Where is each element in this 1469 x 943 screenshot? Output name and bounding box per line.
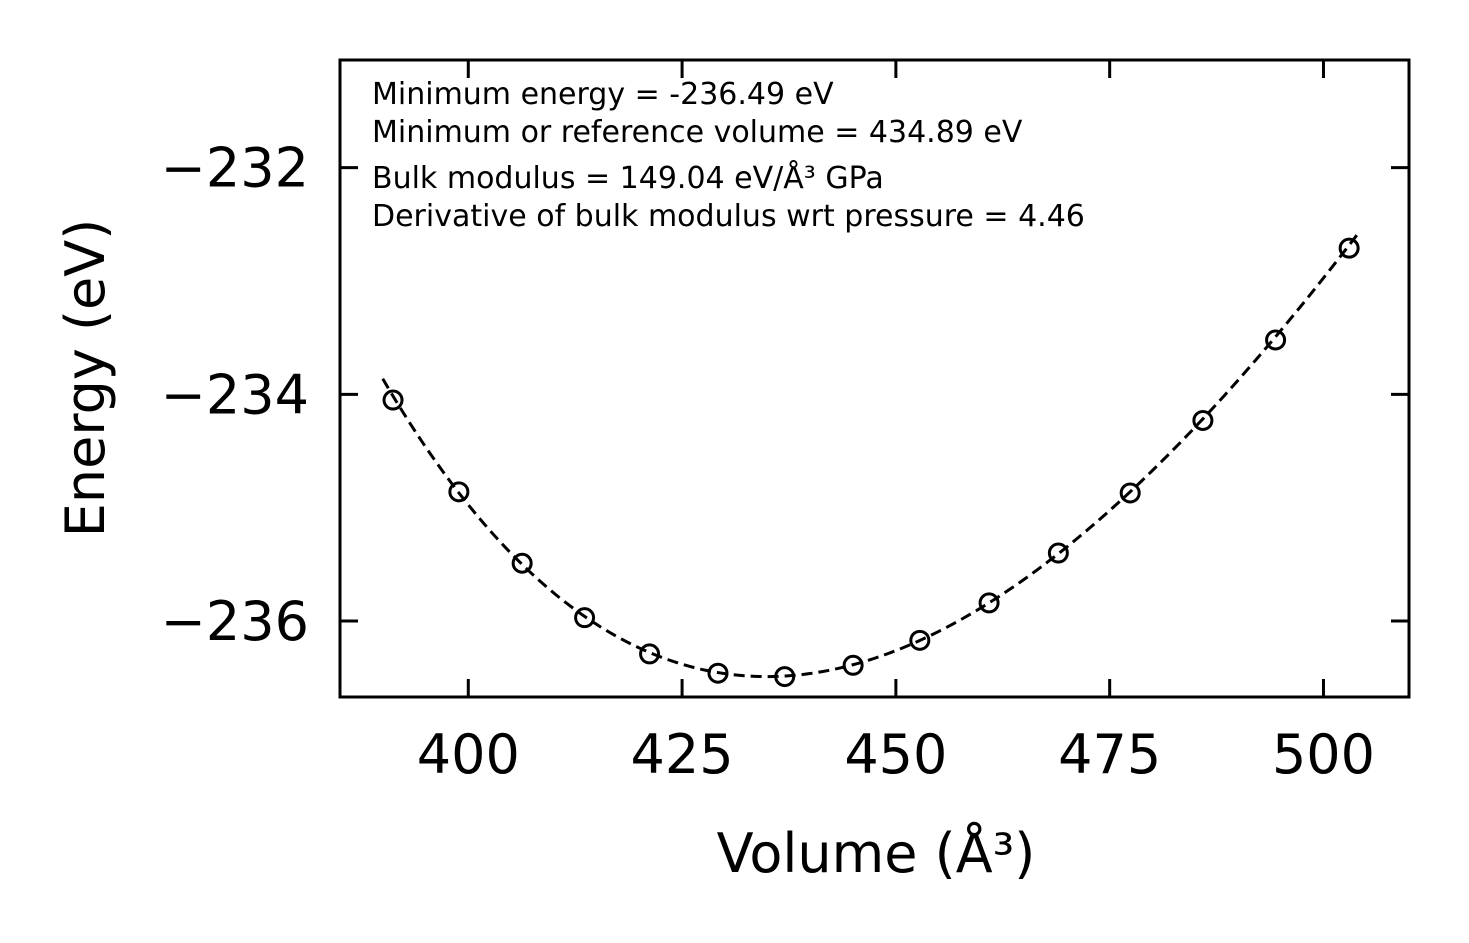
x-tick-labels: 400 425 450 475 500 bbox=[417, 723, 1375, 786]
y-tick-label: −234 bbox=[161, 363, 309, 426]
y-axis-label: Energy (eV) bbox=[54, 219, 117, 538]
data-point bbox=[1338, 237, 1360, 259]
annotation-ref-volume: Minimum or reference volume = 434.89 eV bbox=[372, 115, 1023, 150]
x-tick-label: 500 bbox=[1272, 723, 1375, 786]
x-tick-label: 425 bbox=[631, 723, 734, 786]
x-tick-label: 450 bbox=[844, 723, 947, 786]
y-tick-label: −232 bbox=[161, 137, 309, 200]
data-point bbox=[774, 666, 796, 688]
annotation-min-energy: Minimum energy = -236.49 eV bbox=[372, 77, 834, 112]
y-tick-label: −236 bbox=[161, 590, 309, 653]
fit-curve bbox=[381, 233, 1359, 679]
plot-frame bbox=[338, 58, 1411, 699]
data-point bbox=[1047, 542, 1069, 564]
axis-ticks bbox=[340, 60, 1409, 697]
data-point bbox=[1192, 409, 1214, 431]
x-axis-label: Volume (Å³) bbox=[717, 821, 1036, 885]
data-point bbox=[1265, 329, 1287, 351]
annotation-bulk-modulus: Bulk modulus = 149.04 eV/Å³ GPa bbox=[372, 160, 884, 196]
x-tick-label: 400 bbox=[417, 723, 520, 786]
data-point bbox=[511, 552, 533, 574]
y-tick-labels: −236 −234 −232 bbox=[161, 137, 309, 653]
data-point bbox=[639, 643, 661, 665]
data-point bbox=[978, 592, 1000, 614]
data-point bbox=[448, 481, 470, 503]
data-point bbox=[909, 629, 931, 651]
data-point bbox=[574, 607, 596, 629]
data-point bbox=[842, 654, 864, 676]
data-point bbox=[707, 662, 729, 684]
x-tick-label: 475 bbox=[1058, 723, 1161, 786]
annotation-bulk-modulus-derivative: Derivative of bulk modulus wrt pressure … bbox=[372, 199, 1085, 234]
data-point bbox=[1119, 482, 1141, 504]
plot-area bbox=[381, 233, 1360, 688]
data-point bbox=[382, 389, 404, 411]
